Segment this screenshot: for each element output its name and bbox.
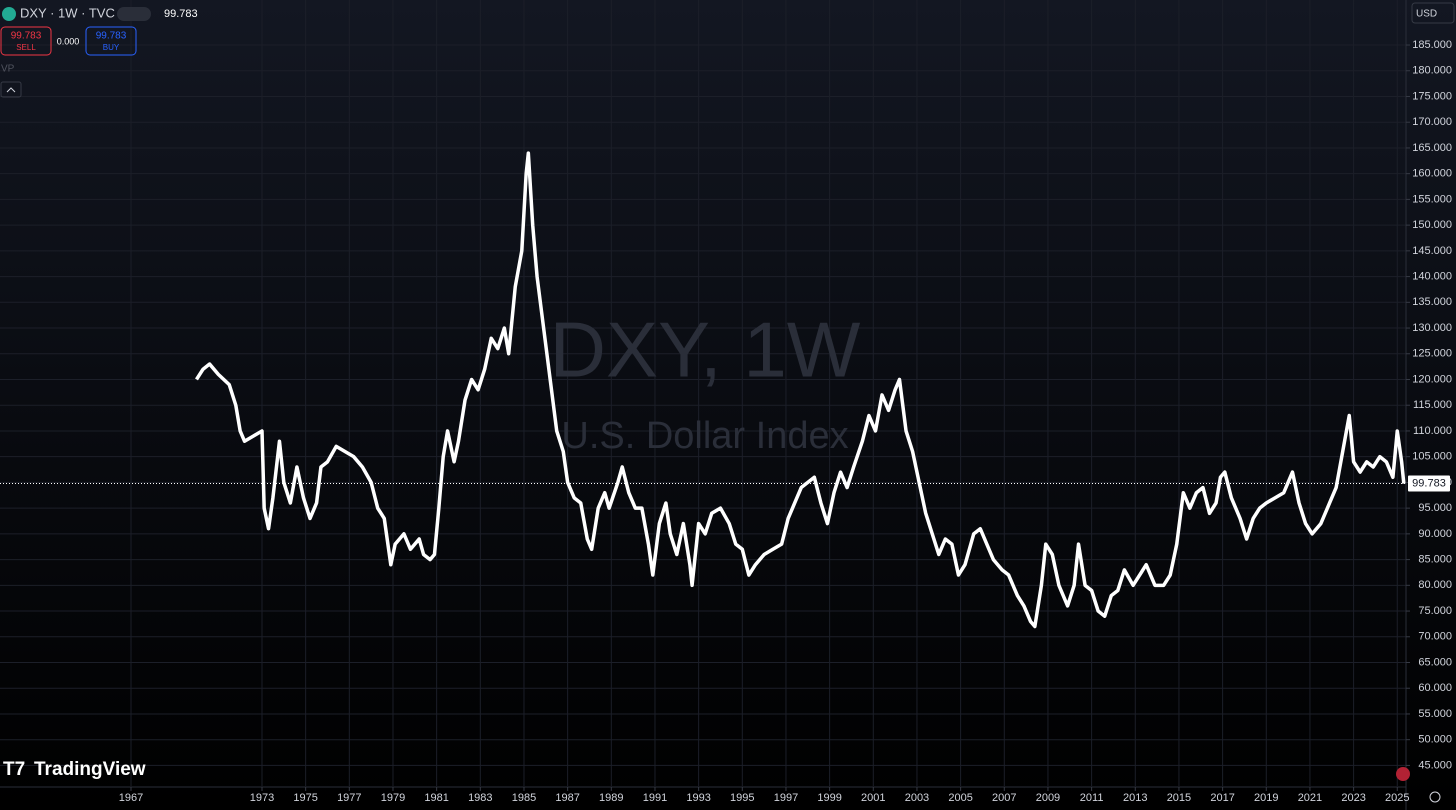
x-tick-label: 1981: [424, 792, 448, 804]
y-tick-label: 120.000: [1412, 373, 1452, 385]
collapse-button[interactable]: [0, 81, 22, 98]
symbol[interactable]: DXY · 1W · TVC: [20, 5, 115, 20]
x-tick-label: 2017: [1210, 792, 1234, 804]
y-tick-label: 165.000: [1412, 142, 1452, 154]
x-tick-label: 1991: [643, 792, 667, 804]
y-tick-label: 160.000: [1412, 168, 1452, 180]
y-tick-label: 145.000: [1412, 245, 1452, 257]
y-tick-label: 125.000: [1412, 348, 1452, 360]
x-tick-label: 1989: [599, 792, 623, 804]
x-tick-label: 2015: [1167, 792, 1191, 804]
brand: TradingView: [34, 759, 146, 780]
x-tick-label: 1997: [774, 792, 798, 804]
plot: [0, 151, 1406, 629]
watermark-title: DXY, 1W: [550, 306, 861, 394]
y-tick-label: 75.000: [1418, 605, 1452, 617]
y-tick-label: 150.000: [1412, 219, 1452, 231]
settings-icon[interactable]: [1429, 791, 1441, 803]
y-tick-label: 180.000: [1412, 65, 1452, 77]
collapse-icon: [6, 87, 16, 93]
grid: [0, 0, 1406, 786]
y-tick-label: 175.000: [1412, 90, 1452, 102]
y-tick-label: 170.000: [1412, 116, 1452, 128]
x-tick-label: 1993: [686, 792, 710, 804]
vp-indicator[interactable]: VP: [1, 64, 15, 75]
y-tick-label: 90.000: [1418, 528, 1452, 540]
y-tick-label: 105.000: [1412, 451, 1452, 463]
buy-label: BUY: [103, 43, 120, 52]
y-tick-label: 130.000: [1412, 322, 1452, 334]
sell-button[interactable]: [0, 26, 52, 56]
status-badge: [117, 7, 151, 21]
y-tick-label: 45.000: [1418, 759, 1452, 771]
x-tick-label: 2003: [905, 792, 929, 804]
y-tick-label: 55.000: [1418, 708, 1452, 720]
x-tick-label: 1999: [817, 792, 841, 804]
symbol-icon: [2, 7, 16, 21]
y-tick-label: 80.000: [1418, 579, 1452, 591]
y-tick-label: 60.000: [1418, 682, 1452, 694]
x-tick-label: 2025: [1385, 792, 1409, 804]
x-tick-label: 2013: [1123, 792, 1147, 804]
header-price: 99.783: [164, 8, 198, 20]
spread: 0.000: [57, 36, 80, 46]
y-tick-label: 70.000: [1418, 631, 1452, 643]
currency-button[interactable]: [1411, 2, 1455, 24]
last-price-label: 99.783: [1412, 477, 1446, 489]
brand-logo: T7: [3, 759, 25, 780]
axes: 45.000 50.000 55.000 60.000 65.000 70.000 75.0…: [119, 39, 1452, 804]
x-tick-label: 2007: [992, 792, 1016, 804]
y-tick-label: 110.000: [1413, 425, 1452, 437]
x-tick-label: 1987: [555, 792, 579, 804]
y-tick-label: 95.000: [1418, 502, 1452, 514]
currency: USD: [1416, 9, 1437, 20]
y-tick-label: 185.000: [1412, 39, 1452, 51]
y-tick-label: 50.000: [1418, 734, 1452, 746]
y-tick-label: 135.000: [1412, 296, 1452, 308]
y-tick-label: 155.000: [1412, 193, 1452, 205]
x-tick-label: 2009: [1036, 792, 1060, 804]
buy-price: 99.783: [96, 31, 127, 42]
y-tick-label: 85.000: [1418, 553, 1452, 565]
last-price-badge: [1408, 475, 1450, 492]
x-tick-label: 1979: [381, 792, 405, 804]
x-tick-label: 2001: [861, 792, 885, 804]
x-tick-label: 1975: [293, 792, 317, 804]
price-line: [195, 151, 1406, 629]
buy-button[interactable]: [85, 26, 137, 56]
x-tick-label: 2011: [1080, 792, 1104, 804]
x-tick-label: 2023: [1341, 792, 1365, 804]
x-tick-label: 2021: [1298, 792, 1322, 804]
x-tick-label: 1995: [730, 792, 754, 804]
flag-icon: [1396, 767, 1410, 781]
x-tick-label: 1967: [119, 792, 143, 804]
x-tick-label: 1977: [337, 792, 361, 804]
x-tick-label: 1985: [512, 792, 536, 804]
x-tick-label: 1973: [250, 792, 274, 804]
watermark-subtitle: U.S. Dollar Index: [561, 415, 848, 457]
y-tick-label: 115.000: [1413, 399, 1452, 411]
sell-label: SELL: [16, 43, 36, 52]
x-tick-label: 1983: [468, 792, 492, 804]
x-tick-label: 2005: [948, 792, 972, 804]
x-tick-label: 2019: [1254, 792, 1278, 804]
y-tick-label: 65.000: [1418, 656, 1452, 668]
y-tick-label: 140.000: [1412, 270, 1452, 282]
sell-price: 99.783: [11, 31, 42, 42]
